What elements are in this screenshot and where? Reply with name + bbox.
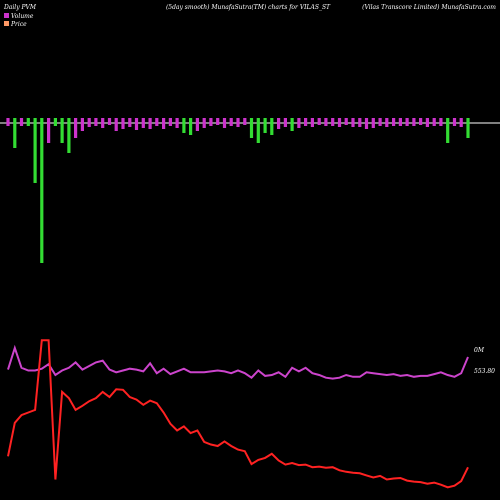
volume-bar: [60, 118, 64, 143]
volume-bar: [141, 118, 145, 128]
volume-bar: [405, 118, 409, 126]
volume-bar: [195, 118, 199, 131]
volume-line-label: 0M: [474, 347, 485, 354]
volume-bar: [182, 118, 186, 133]
volume-bar: [412, 118, 416, 126]
volume-bar: [26, 118, 30, 126]
legend-label-volume: Volume: [11, 13, 34, 20]
volume-bar: [40, 118, 44, 263]
volume-bar: [114, 118, 118, 131]
legend-swatch-price: [4, 21, 9, 26]
volume-bar: [47, 118, 51, 143]
volume-bar: [168, 118, 172, 126]
volume-bar: [290, 118, 294, 131]
price-value-label: 553.80: [474, 368, 495, 375]
volume-bar: [317, 118, 321, 125]
volume-bar: [392, 118, 396, 126]
volume-bar: [13, 118, 17, 148]
header-right: (Vilas Transcore Limited) MunafaSutra.co…: [362, 4, 496, 11]
volume-bar: [270, 118, 274, 135]
volume-bar: [216, 118, 220, 125]
volume-bar: [222, 118, 227, 128]
volume-bar: [452, 118, 457, 126]
volume-bar: [189, 118, 193, 135]
volume-bar: [33, 118, 37, 183]
volume-bar: [19, 118, 24, 126]
volume-bar: [283, 118, 287, 127]
legend-label-price: Price: [10, 21, 27, 28]
volume-bar: [398, 118, 402, 126]
volume-bar: [101, 118, 105, 128]
volume-bar: [297, 118, 301, 128]
volume-bar: [324, 118, 328, 126]
volume-bar: [74, 118, 78, 138]
volume-bar: [304, 118, 308, 126]
volume-bar: [358, 118, 362, 127]
volume-bar: [344, 118, 348, 125]
volume-bar: [94, 118, 98, 126]
volume-bar: [202, 118, 206, 128]
header-left: Daily PVM: [3, 4, 37, 11]
volume-bar: [67, 118, 71, 153]
volume-bar: [175, 118, 179, 128]
volume-bar: [364, 118, 369, 129]
volume-bar: [229, 118, 233, 126]
volume-bar: [351, 118, 355, 127]
volume-bar: [243, 118, 247, 125]
price-line: [7, 339, 469, 489]
volume-bar: [128, 118, 132, 127]
volume-bar: [439, 118, 443, 126]
volume-bar: [432, 118, 436, 126]
volume-bar: [419, 118, 423, 125]
volume-bar: [466, 118, 470, 138]
volume-bar: [378, 118, 382, 126]
volume-bar: [162, 118, 166, 129]
volume-bar: [331, 118, 335, 126]
volume-bar: [6, 118, 10, 126]
volume-bar: [87, 118, 91, 127]
volume-bar: [337, 118, 342, 127]
volume-bar: [459, 118, 463, 127]
volume-bars: [6, 118, 470, 263]
volume-bar: [256, 118, 260, 143]
volume-bar: [371, 118, 375, 128]
volume-bar: [277, 118, 281, 129]
volume-bar: [121, 118, 125, 129]
volume-bar: [107, 118, 112, 125]
volume-bar: [155, 118, 159, 126]
volume-bar: [425, 118, 429, 127]
volume-bar: [209, 118, 213, 126]
volume-bar: [53, 118, 57, 126]
volume-bar: [249, 118, 254, 138]
volume-trend-line: [7, 344, 469, 380]
volume-bar: [148, 118, 152, 129]
volume-bar: [80, 118, 84, 131]
legend-swatch-volume: [4, 13, 9, 18]
volume-bar: [263, 118, 267, 133]
volume-bar: [134, 118, 139, 130]
volume-bar: [310, 118, 314, 127]
volume-bar: [446, 118, 450, 143]
header-center: (5day smooth) MunafaSutra(TM) charts for…: [166, 4, 331, 11]
volume-bar: [385, 118, 389, 127]
volume-bar: [236, 118, 240, 127]
